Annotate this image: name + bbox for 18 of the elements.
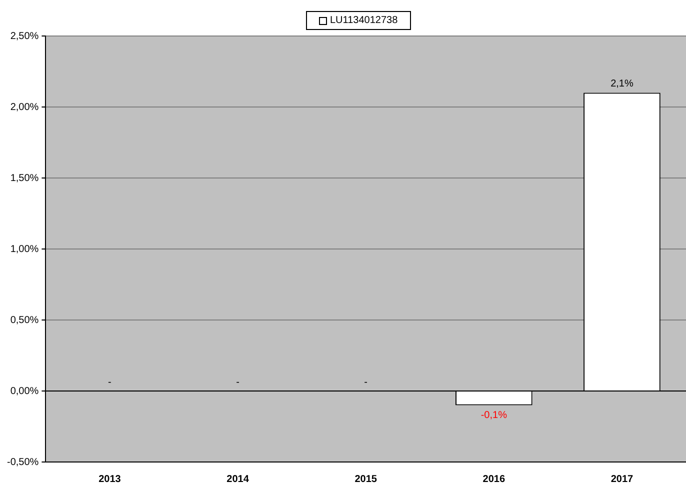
y-tick-label: -0,50% xyxy=(6,456,39,468)
y-tick-label: 2,00% xyxy=(10,102,39,113)
x-tick-label: 2017 xyxy=(610,474,634,485)
x-tick-label: 2013 xyxy=(98,474,122,485)
text: - xyxy=(364,376,368,388)
x-tick-label: 2016 xyxy=(482,474,506,485)
x-tick-label: 2014 xyxy=(226,474,250,485)
y-tick-label: 1,00% xyxy=(10,244,39,255)
y-tick-label: 0,00% xyxy=(10,386,39,397)
y-tick-label: 2,50% xyxy=(10,30,39,42)
y-tick-label: 0,50% xyxy=(10,314,39,326)
x-tick-label: 2015 xyxy=(354,474,378,485)
text: - xyxy=(108,376,112,388)
y-tick-label: 1,50% xyxy=(10,172,39,184)
data-label: -0,1% xyxy=(480,410,508,421)
data-label: 2,1% xyxy=(610,78,634,90)
text: - xyxy=(236,376,240,388)
legend-label: LU1134012738 xyxy=(330,15,398,26)
